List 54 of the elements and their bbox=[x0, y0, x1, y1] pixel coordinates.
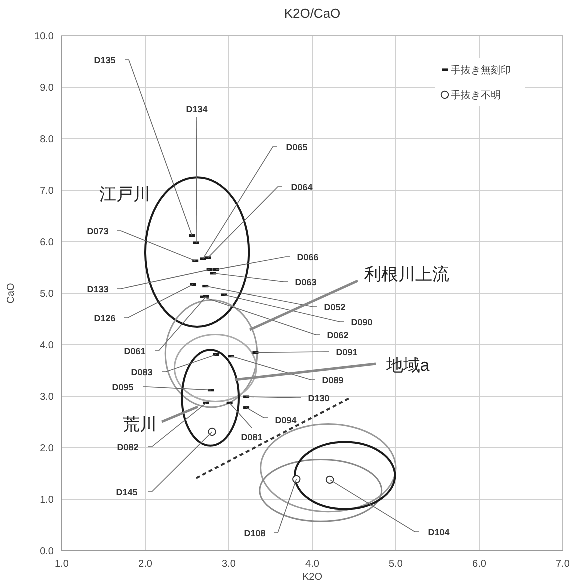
annotation: D052 bbox=[324, 302, 346, 312]
annotation: D064 bbox=[291, 182, 313, 192]
x-tick-label: 5.0 bbox=[389, 559, 404, 570]
x-tick-label: 4.0 bbox=[306, 559, 320, 570]
annotation: 地域a bbox=[385, 356, 430, 375]
x-tick-label: 3.0 bbox=[222, 559, 236, 570]
annotation: 利根川上流 bbox=[364, 265, 450, 284]
y-axis-title: CaO bbox=[6, 283, 17, 304]
annotation: D095 bbox=[112, 382, 134, 392]
annotation: D094 bbox=[275, 416, 297, 426]
annotation: D104 bbox=[428, 528, 450, 538]
x-tick-label: 6.0 bbox=[472, 559, 487, 570]
chart-title: K2O/CaO bbox=[284, 6, 341, 21]
annotation: D073 bbox=[87, 226, 109, 236]
annotation: D091 bbox=[336, 348, 358, 358]
point bbox=[208, 428, 216, 436]
y-tick-label: 6.0 bbox=[40, 238, 54, 248]
annotation: 荒川 bbox=[123, 415, 157, 434]
y-tick-label: 2.0 bbox=[40, 444, 54, 454]
annotation: D108 bbox=[244, 528, 266, 538]
legend-label: 手抜き不明 bbox=[451, 90, 501, 102]
y-tick-label: 1.0 bbox=[40, 495, 54, 506]
annotation: D062 bbox=[327, 330, 349, 340]
x-tick-label: 1.0 bbox=[55, 559, 70, 570]
point bbox=[326, 476, 334, 484]
y-tick-label: 9.0 bbox=[40, 83, 54, 94]
annotation: D063 bbox=[295, 278, 317, 288]
point bbox=[292, 475, 301, 484]
annotation: D089 bbox=[322, 376, 344, 386]
y-tick-label: 10.0 bbox=[34, 32, 54, 42]
x-tick-label: 7.0 bbox=[556, 559, 570, 570]
annotation: D090 bbox=[351, 318, 373, 328]
annotation: D134 bbox=[186, 104, 208, 114]
annotation: D065 bbox=[286, 142, 308, 152]
annotation: D133 bbox=[87, 284, 109, 294]
annotation: D082 bbox=[117, 442, 139, 452]
y-tick-label: 8.0 bbox=[40, 134, 54, 146]
annotation: D126 bbox=[94, 314, 116, 324]
y-tick-label: 3.0 bbox=[40, 392, 54, 403]
y-tick-label: 7.0 bbox=[40, 186, 54, 197]
y-tick-label: 0.0 bbox=[40, 546, 54, 558]
annotation: D130 bbox=[308, 394, 330, 404]
legend-label: 手抜き無刻印 bbox=[451, 64, 511, 76]
x-axis-title: K2O bbox=[302, 572, 323, 583]
x-tick-label: 2.0 bbox=[138, 559, 153, 570]
y-tick-label: 5.0 bbox=[40, 289, 54, 300]
annotation: D061 bbox=[124, 346, 146, 356]
y-tick-label: 4.0 bbox=[40, 340, 54, 352]
annotation: D135 bbox=[94, 56, 116, 66]
annotation: 江戸川 bbox=[100, 185, 150, 204]
annotation: D145 bbox=[116, 488, 138, 498]
annotation: D081 bbox=[241, 432, 263, 442]
annotation: D066 bbox=[297, 252, 319, 262]
annotation: D083 bbox=[131, 368, 153, 378]
